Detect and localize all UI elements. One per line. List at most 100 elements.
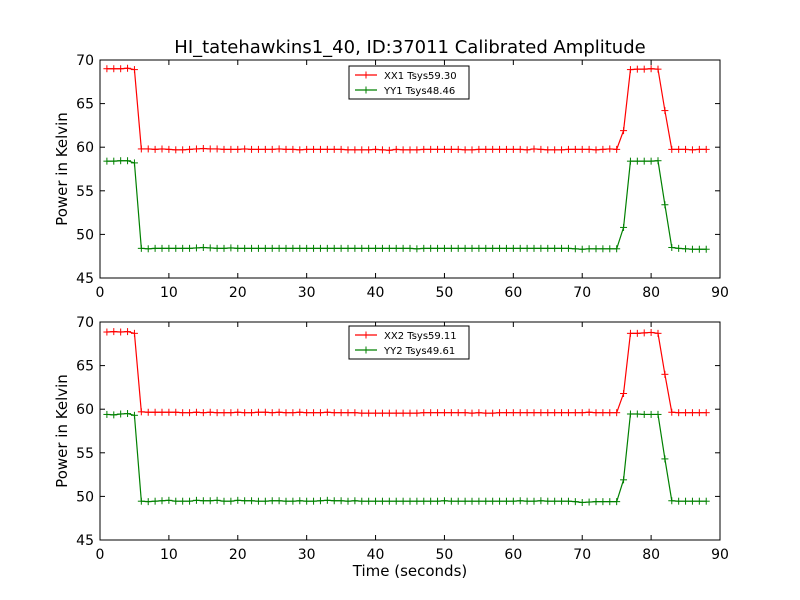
data-point bbox=[620, 127, 628, 135]
data-point bbox=[688, 146, 696, 154]
data-point bbox=[310, 145, 318, 153]
data-point bbox=[365, 244, 373, 252]
x-tick-label: 20 bbox=[229, 285, 247, 301]
data-point bbox=[695, 409, 703, 417]
data-point bbox=[406, 409, 414, 417]
data-point bbox=[620, 476, 628, 484]
data-point bbox=[151, 497, 159, 505]
data-point bbox=[440, 497, 448, 505]
data-point bbox=[179, 244, 187, 252]
data-point bbox=[592, 498, 600, 506]
data-point bbox=[523, 497, 531, 505]
x-tick-label: 90 bbox=[711, 547, 729, 563]
data-point bbox=[530, 409, 538, 417]
data-point bbox=[413, 497, 421, 505]
data-point bbox=[434, 145, 442, 153]
data-point bbox=[661, 455, 669, 463]
data-point bbox=[179, 146, 187, 154]
data-point bbox=[585, 145, 593, 153]
data-point bbox=[241, 497, 249, 505]
data-point bbox=[496, 244, 504, 252]
data-point bbox=[544, 146, 552, 154]
data-point bbox=[337, 497, 345, 505]
data-point bbox=[558, 497, 566, 505]
data-point bbox=[496, 145, 504, 153]
y-tick-label: 60 bbox=[76, 140, 94, 156]
data-point bbox=[137, 244, 145, 252]
x-tick-label: 80 bbox=[642, 547, 660, 563]
data-point bbox=[144, 245, 152, 253]
data-point bbox=[275, 244, 283, 252]
data-point bbox=[358, 409, 366, 417]
data-point bbox=[241, 244, 249, 252]
data-point bbox=[468, 497, 476, 505]
data-point bbox=[633, 65, 641, 73]
data-point bbox=[186, 497, 194, 505]
data-point bbox=[620, 223, 628, 231]
data-point bbox=[144, 408, 152, 416]
x-tick-label: 80 bbox=[642, 285, 660, 301]
data-point bbox=[248, 409, 256, 417]
data-point bbox=[316, 244, 324, 252]
x-tick-label: 40 bbox=[367, 285, 385, 301]
data-point bbox=[626, 66, 634, 74]
data-point bbox=[502, 409, 510, 417]
data-point bbox=[206, 408, 214, 416]
data-point bbox=[447, 409, 455, 417]
data-point bbox=[633, 157, 641, 165]
data-point bbox=[103, 410, 111, 418]
data-point bbox=[406, 244, 414, 252]
data-point bbox=[447, 145, 455, 153]
data-point bbox=[137, 145, 145, 153]
data-point bbox=[585, 245, 593, 253]
data-point bbox=[254, 408, 262, 416]
data-point bbox=[688, 245, 696, 253]
data-point bbox=[117, 157, 125, 165]
data-point bbox=[158, 145, 166, 153]
data-point bbox=[420, 497, 428, 505]
data-point bbox=[103, 65, 111, 73]
data-point bbox=[392, 497, 400, 505]
data-point bbox=[551, 497, 559, 505]
data-point bbox=[344, 244, 352, 252]
data-point bbox=[392, 145, 400, 153]
data-point bbox=[220, 497, 228, 505]
data-point bbox=[454, 244, 462, 252]
data-point bbox=[427, 145, 435, 153]
data-point bbox=[103, 328, 111, 336]
data-point bbox=[130, 66, 138, 74]
data-point bbox=[282, 244, 290, 252]
data-point bbox=[110, 65, 118, 73]
data-point bbox=[668, 408, 676, 416]
data-point bbox=[413, 146, 421, 154]
data-point bbox=[461, 497, 469, 505]
data-point bbox=[509, 244, 517, 252]
data-point bbox=[578, 409, 586, 417]
data-point bbox=[695, 145, 703, 153]
data-point bbox=[199, 145, 207, 153]
data-point bbox=[475, 409, 483, 417]
y-tick-label: 50 bbox=[76, 227, 94, 243]
data-point bbox=[420, 145, 428, 153]
data-point bbox=[206, 244, 214, 252]
y-tick-label: 65 bbox=[76, 359, 94, 375]
data-point bbox=[372, 497, 380, 505]
y-tick-label: 70 bbox=[76, 315, 94, 331]
data-point bbox=[220, 145, 228, 153]
data-point bbox=[682, 245, 690, 253]
data-point bbox=[523, 146, 531, 154]
data-point bbox=[137, 497, 145, 505]
legend-box bbox=[348, 65, 470, 100]
data-point bbox=[358, 497, 366, 505]
data-point bbox=[303, 244, 311, 252]
data-point bbox=[688, 497, 696, 505]
data-point bbox=[578, 499, 586, 507]
y-axis-label: Power in Kelvin bbox=[53, 374, 71, 488]
data-point bbox=[461, 146, 469, 154]
data-point bbox=[372, 409, 380, 417]
data-point bbox=[372, 145, 380, 153]
data-point bbox=[275, 497, 283, 505]
data-point bbox=[234, 408, 242, 416]
legend-label: XX1 Tsys59.30 bbox=[384, 71, 457, 82]
data-point bbox=[213, 409, 221, 417]
